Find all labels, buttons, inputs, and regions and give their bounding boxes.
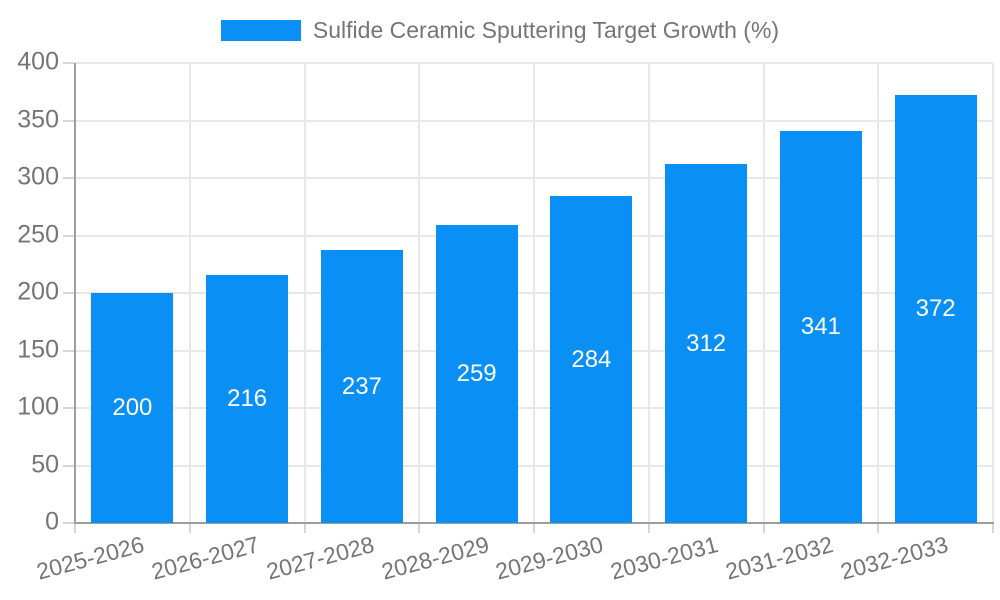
- x-axis-tick: [533, 523, 535, 533]
- y-tick-label: 400: [17, 47, 59, 76]
- y-axis-tick: [63, 464, 74, 467]
- bar-value-label: 312: [686, 329, 727, 357]
- x-tick-label: 2028-2029: [378, 531, 492, 585]
- y-axis-tick: [63, 62, 74, 64]
- y-tick-label: 250: [17, 219, 59, 248]
- bar[interactable]: 284: [550, 196, 633, 523]
- y-axis-tick: [63, 177, 74, 179]
- bar[interactable]: 200: [91, 293, 174, 523]
- x-axis-tick: [188, 523, 191, 533]
- x-axis-tick: [647, 523, 650, 533]
- y-axis-tick: [63, 407, 74, 409]
- x-tick-label: 2026-2027: [148, 531, 262, 585]
- x-axis-tick: [992, 523, 994, 533]
- legend-item[interactable]: Sulfide Ceramic Sputtering Target Growth…: [220, 17, 780, 44]
- x-tick-label: 2032-2033: [837, 531, 951, 585]
- x-tick-label: 2025-2026: [34, 531, 148, 585]
- y-axis-tick: [63, 234, 74, 237]
- bar[interactable]: 237: [320, 250, 403, 523]
- x-axis-tick: [418, 523, 421, 533]
- bar[interactable]: 341: [779, 130, 862, 523]
- bar[interactable]: 372: [894, 95, 977, 523]
- bar[interactable]: 312: [665, 164, 748, 523]
- x-tick-label: 2027-2028: [263, 531, 377, 585]
- bar-value-label: 200: [112, 394, 153, 421]
- y-tick-label: 200: [17, 277, 59, 306]
- x-tick-label: 2029-2030: [493, 531, 607, 585]
- gridline-vertical: [188, 63, 191, 523]
- gridline-vertical: [647, 63, 650, 523]
- y-axis-tick: [63, 349, 74, 352]
- y-tick-label: 350: [17, 104, 59, 133]
- bar-value-label: 372: [915, 295, 956, 323]
- y-axis-tick: [63, 522, 74, 524]
- bar-value-label: 259: [456, 360, 497, 388]
- legend-swatch[interactable]: [220, 20, 301, 41]
- gridline-vertical: [303, 63, 306, 523]
- legend-label[interactable]: Sulfide Ceramic Sputtering Target Growth…: [312, 17, 780, 43]
- gridline-vertical: [877, 63, 880, 523]
- y-axis-tick: [63, 119, 74, 122]
- y-axis-tick: [63, 292, 74, 294]
- x-axis-tick: [762, 523, 765, 533]
- x-axis-line: [74, 522, 994, 524]
- x-axis-tick: [877, 523, 880, 533]
- x-tick-label: 2031-2032: [722, 531, 836, 585]
- x-tick-label: 2030-2031: [607, 531, 721, 585]
- bar-value-label: 341: [800, 312, 841, 340]
- y-tick-label: 150: [17, 334, 59, 363]
- y-tick-label: 300: [17, 162, 59, 191]
- bar-value-label: 284: [571, 345, 612, 373]
- bar-value-label: 237: [341, 372, 382, 400]
- gridline-vertical: [762, 63, 765, 523]
- x-axis-tick: [74, 523, 76, 533]
- y-tick-label: 100: [17, 392, 59, 421]
- bar[interactable]: 216: [206, 274, 289, 523]
- y-axis-line: [74, 63, 76, 523]
- legend: Sulfide Ceramic Sputtering Target Growth…: [0, 17, 1000, 44]
- y-tick-label: 50: [31, 449, 59, 478]
- gridline-vertical: [418, 63, 421, 523]
- gridline-vertical: [533, 63, 535, 523]
- y-tick-label: 0: [45, 507, 59, 536]
- gridline-vertical: [992, 63, 994, 523]
- x-axis-tick: [303, 523, 306, 533]
- bar-value-label: 216: [227, 384, 268, 412]
- bar[interactable]: 259: [435, 225, 518, 523]
